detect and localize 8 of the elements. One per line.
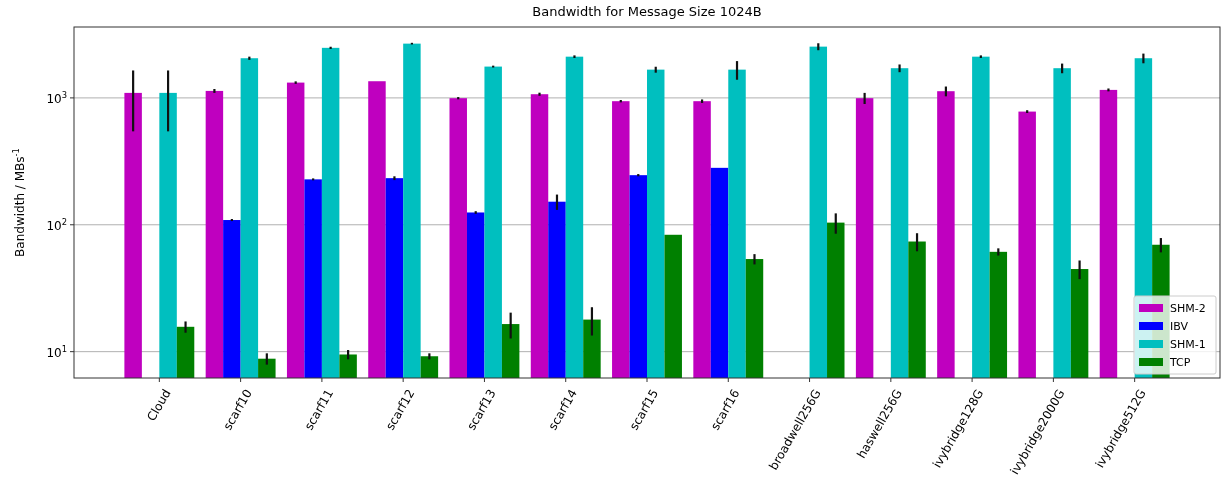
legend-label: SHM-2 bbox=[1170, 302, 1206, 315]
legend-label: SHM-1 bbox=[1170, 338, 1206, 351]
y-tick-label: 10$^{2}$ bbox=[46, 216, 67, 233]
chart-title: Bandwidth for Message Size 1024B bbox=[532, 4, 762, 19]
y-tick-label: 10$^{1}$ bbox=[46, 343, 67, 360]
y-tick-label: 10$^{3}$ bbox=[46, 89, 67, 106]
legend-label: TCP bbox=[1169, 356, 1191, 369]
legend-label: IBV bbox=[1170, 320, 1189, 333]
